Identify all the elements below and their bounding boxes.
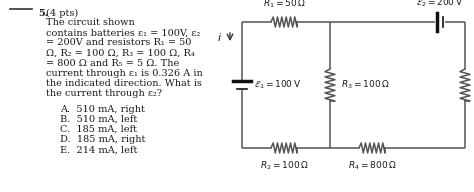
Text: (4 pts): (4 pts): [46, 9, 78, 18]
Text: $i$: $i$: [217, 31, 222, 43]
Text: A.  510 mA, right: A. 510 mA, right: [60, 105, 145, 114]
Text: $R_3 = 100\,\Omega$: $R_3 = 100\,\Omega$: [341, 79, 390, 91]
Text: current through ε₁ is 0.326 A in: current through ε₁ is 0.326 A in: [46, 69, 203, 78]
Text: the current through ε₂?: the current through ε₂?: [46, 89, 162, 98]
Text: = 200V and resistors R₁ = 50: = 200V and resistors R₁ = 50: [46, 38, 191, 47]
Text: $\mathcal{E}_2 = 200\,\mathrm{V}$: $\mathcal{E}_2 = 200\,\mathrm{V}$: [417, 0, 464, 9]
Text: contains batteries ε₁ = 100V, ε₂: contains batteries ε₁ = 100V, ε₂: [46, 28, 200, 37]
Text: $R_2 = 100\,\Omega$: $R_2 = 100\,\Omega$: [260, 160, 308, 172]
Text: 5.: 5.: [38, 9, 48, 18]
Text: C.  185 mA, left: C. 185 mA, left: [60, 125, 137, 134]
Text: The circuit shown: The circuit shown: [46, 18, 135, 27]
Text: B.  510 mA, left: B. 510 mA, left: [60, 115, 137, 124]
Text: $R_1 = 50\,\Omega$: $R_1 = 50\,\Omega$: [263, 0, 305, 10]
Text: = 800 Ω and R₅ = 5 Ω. The: = 800 Ω and R₅ = 5 Ω. The: [46, 59, 179, 68]
Text: Ω, R₂ = 100 Ω, R₃ = 100 Ω, R₄: Ω, R₂ = 100 Ω, R₃ = 100 Ω, R₄: [46, 49, 195, 58]
Text: $\mathcal{E}_1 = 100\,\mathrm{V}$: $\mathcal{E}_1 = 100\,\mathrm{V}$: [254, 79, 301, 91]
Text: D.  185 mA, right: D. 185 mA, right: [60, 135, 146, 144]
Text: the indicated direction. What is: the indicated direction. What is: [46, 79, 202, 88]
Text: $R_4 = 800\,\Omega$: $R_4 = 800\,\Omega$: [347, 160, 396, 172]
Text: E.  214 mA, left: E. 214 mA, left: [60, 145, 137, 154]
